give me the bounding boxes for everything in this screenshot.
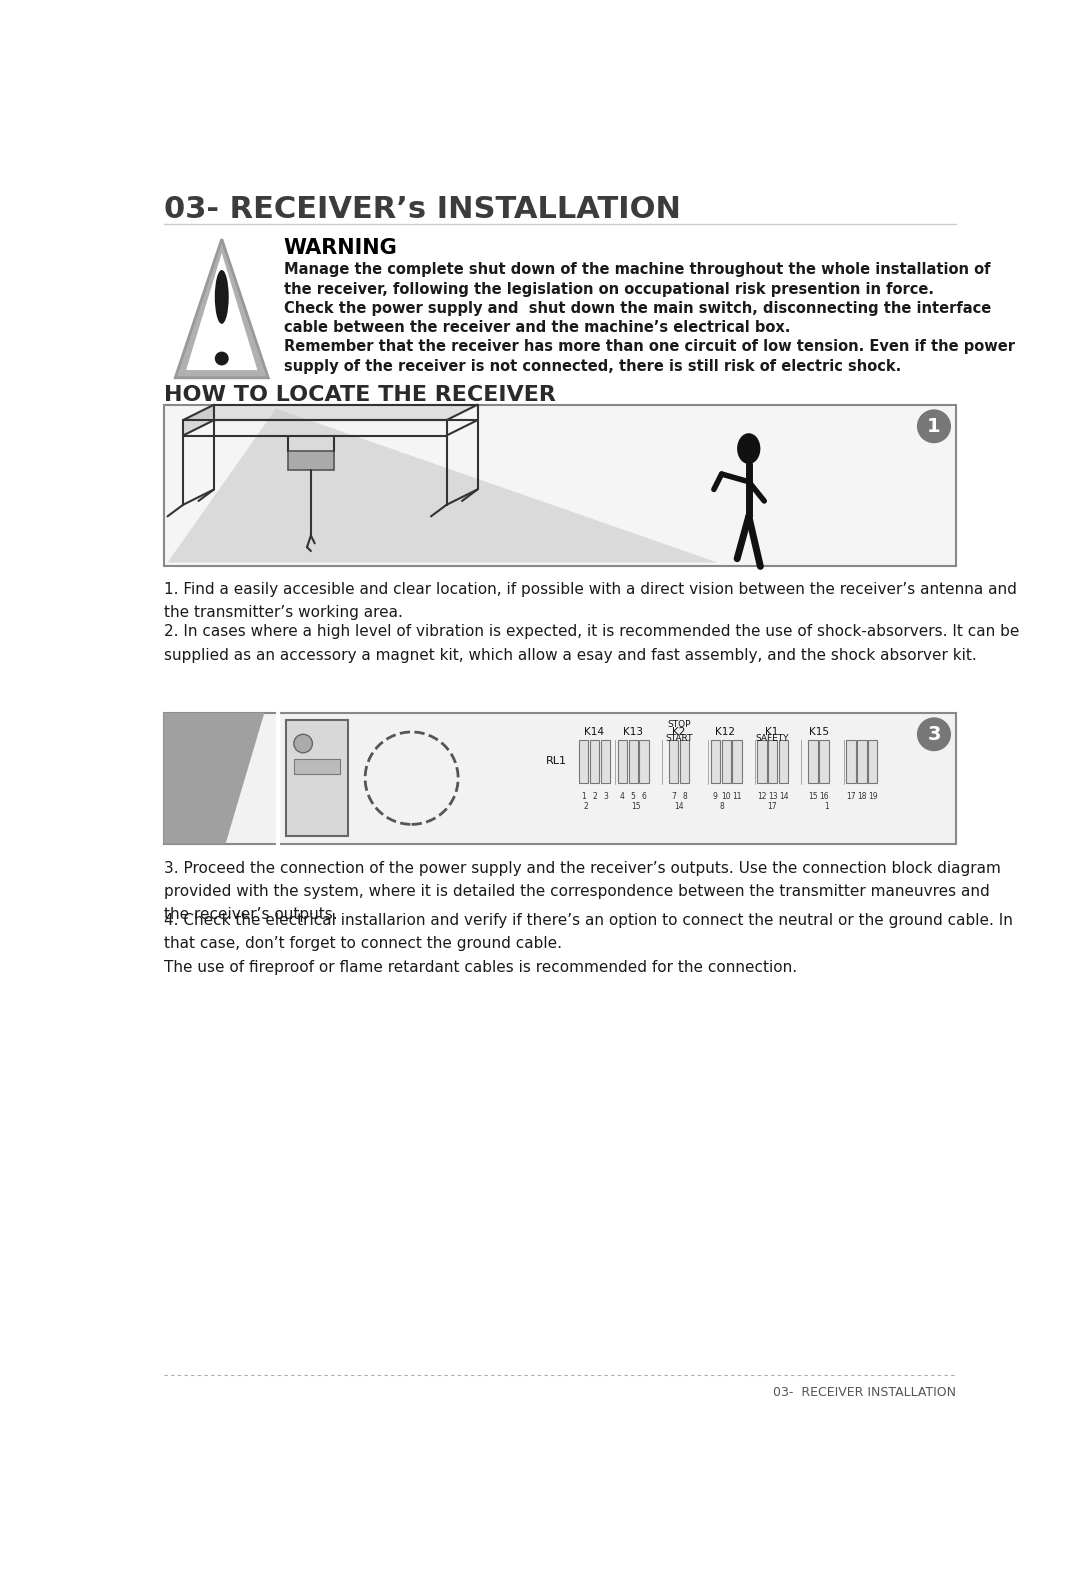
Text: 2. In cases where a high level of vibration is expected, it is recommended the u: 2. In cases where a high level of vibrat… <box>164 624 1019 662</box>
Text: 13: 13 <box>768 793 778 801</box>
Ellipse shape <box>737 433 760 463</box>
Polygon shape <box>175 240 269 378</box>
Text: 6: 6 <box>642 793 646 801</box>
FancyBboxPatch shape <box>757 741 767 783</box>
FancyBboxPatch shape <box>294 760 341 774</box>
Text: 5: 5 <box>631 793 636 801</box>
FancyBboxPatch shape <box>629 741 638 783</box>
FancyBboxPatch shape <box>579 741 589 783</box>
Text: 4. Check the electrical installarion and verify if there’s an option to connect : 4. Check the electrical installarion and… <box>164 913 1012 974</box>
Text: 03- RECEIVER’s INSTALLATION: 03- RECEIVER’s INSTALLATION <box>164 195 680 224</box>
FancyBboxPatch shape <box>857 741 867 783</box>
Circle shape <box>294 734 312 753</box>
Polygon shape <box>164 712 264 843</box>
Text: Manage the complete shut down of the machine throughout the whole installation o: Manage the complete shut down of the mac… <box>284 262 990 277</box>
Text: Check the power supply and  shut down the main switch, disconnecting the interfa: Check the power supply and shut down the… <box>284 301 992 315</box>
Text: WARNING: WARNING <box>284 238 397 257</box>
Text: the receiver, following the legislation on occupational risk presention in force: the receiver, following the legislation … <box>284 282 934 296</box>
Text: K13: K13 <box>622 727 642 736</box>
Text: RL1: RL1 <box>546 756 567 766</box>
Circle shape <box>917 717 951 752</box>
FancyBboxPatch shape <box>808 741 818 783</box>
Text: 3: 3 <box>927 725 940 744</box>
Text: 1: 1 <box>581 793 586 801</box>
FancyBboxPatch shape <box>733 741 741 783</box>
Text: 2: 2 <box>583 802 589 812</box>
Text: 4: 4 <box>620 793 625 801</box>
FancyBboxPatch shape <box>669 741 678 783</box>
Text: 1: 1 <box>823 802 829 812</box>
Polygon shape <box>167 408 717 563</box>
Text: 14: 14 <box>674 802 684 812</box>
Polygon shape <box>186 254 258 370</box>
Text: 16: 16 <box>819 793 829 801</box>
Text: 17: 17 <box>846 793 856 801</box>
Text: 3. Proceed the connection of the power supply and the receiver’s outputs. Use th: 3. Proceed the connection of the power s… <box>164 860 1000 922</box>
FancyBboxPatch shape <box>819 741 829 783</box>
Text: Remember that the receiver has more than one circuit of low tension. Even if the: Remember that the receiver has more than… <box>284 339 1014 355</box>
Text: START: START <box>665 733 692 742</box>
Text: 1: 1 <box>927 416 941 437</box>
FancyBboxPatch shape <box>164 405 955 566</box>
Text: K14: K14 <box>584 727 604 736</box>
Text: 3: 3 <box>603 793 608 801</box>
Text: STOP: STOP <box>667 720 691 730</box>
Text: 14: 14 <box>779 793 788 801</box>
Text: 8: 8 <box>720 802 724 812</box>
Text: supply of the receiver is not connected, there is still risk of electric shock.: supply of the receiver is not connected,… <box>284 358 901 374</box>
Circle shape <box>917 410 951 443</box>
Text: 18: 18 <box>857 793 867 801</box>
Text: 15: 15 <box>808 793 818 801</box>
Polygon shape <box>183 405 214 435</box>
FancyBboxPatch shape <box>846 741 856 783</box>
Text: 19: 19 <box>868 793 878 801</box>
Polygon shape <box>183 405 477 421</box>
FancyBboxPatch shape <box>711 741 720 783</box>
Text: 12: 12 <box>757 793 767 801</box>
Text: 9: 9 <box>713 793 717 801</box>
Circle shape <box>215 351 228 366</box>
FancyBboxPatch shape <box>286 720 348 835</box>
Text: K2: K2 <box>673 727 686 736</box>
FancyBboxPatch shape <box>590 741 600 783</box>
Text: K1: K1 <box>765 727 779 736</box>
Text: HOW TO LOCATE THE RECEIVER: HOW TO LOCATE THE RECEIVER <box>164 386 556 405</box>
Text: SAFETY: SAFETY <box>756 733 788 742</box>
Text: 2: 2 <box>592 793 597 801</box>
FancyBboxPatch shape <box>287 451 334 470</box>
Text: 7: 7 <box>672 793 676 801</box>
FancyBboxPatch shape <box>868 741 877 783</box>
Text: 10: 10 <box>722 793 731 801</box>
FancyBboxPatch shape <box>601 741 610 783</box>
Text: K15: K15 <box>808 727 829 736</box>
Text: 17: 17 <box>768 802 776 812</box>
FancyBboxPatch shape <box>722 741 731 783</box>
Ellipse shape <box>215 269 228 325</box>
FancyBboxPatch shape <box>680 741 689 783</box>
Text: 11: 11 <box>733 793 741 801</box>
Text: 03-  RECEIVER INSTALLATION: 03- RECEIVER INSTALLATION <box>773 1387 956 1399</box>
FancyBboxPatch shape <box>164 712 955 843</box>
FancyBboxPatch shape <box>640 741 649 783</box>
Text: 1. Find a easily accesible and clear location, if possible with a direct vision : 1. Find a easily accesible and clear loc… <box>164 582 1017 621</box>
Text: 8: 8 <box>682 793 687 801</box>
Text: K12: K12 <box>715 727 736 736</box>
FancyBboxPatch shape <box>768 741 778 783</box>
Text: 15: 15 <box>631 802 641 812</box>
FancyBboxPatch shape <box>779 741 788 783</box>
Text: cable between the receiver and the machine’s electrical box.: cable between the receiver and the machi… <box>284 320 791 336</box>
FancyBboxPatch shape <box>618 741 627 783</box>
